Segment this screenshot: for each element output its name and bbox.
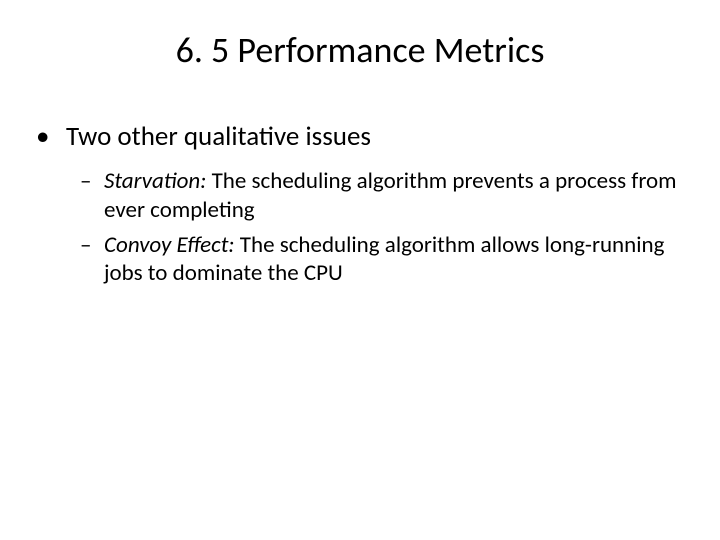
bullet-marker: • (36, 120, 66, 153)
bullet-text: Two other qualitative issues (66, 120, 371, 153)
term-italic: Starvation: (104, 167, 206, 195)
bullet-level-2: – Convoy Effect: The scheduling algorith… (80, 231, 680, 289)
term-italic: Convoy Effect: (104, 231, 235, 259)
bullet-level-1: • Two other qualitative issues (36, 120, 680, 153)
bullet-marker: – (80, 231, 104, 289)
bullet-marker: – (80, 167, 104, 225)
bullet-text: Convoy Effect: The scheduling algorithm … (104, 231, 680, 289)
slide-content: • Two other qualitative issues – Starvat… (0, 120, 720, 288)
bullet-text: Starvation: The scheduling algorithm pre… (104, 167, 680, 225)
bullet-level-2: – Starvation: The scheduling algorithm p… (80, 167, 680, 225)
slide-title: 6. 5 Performance Metrics (0, 28, 720, 72)
